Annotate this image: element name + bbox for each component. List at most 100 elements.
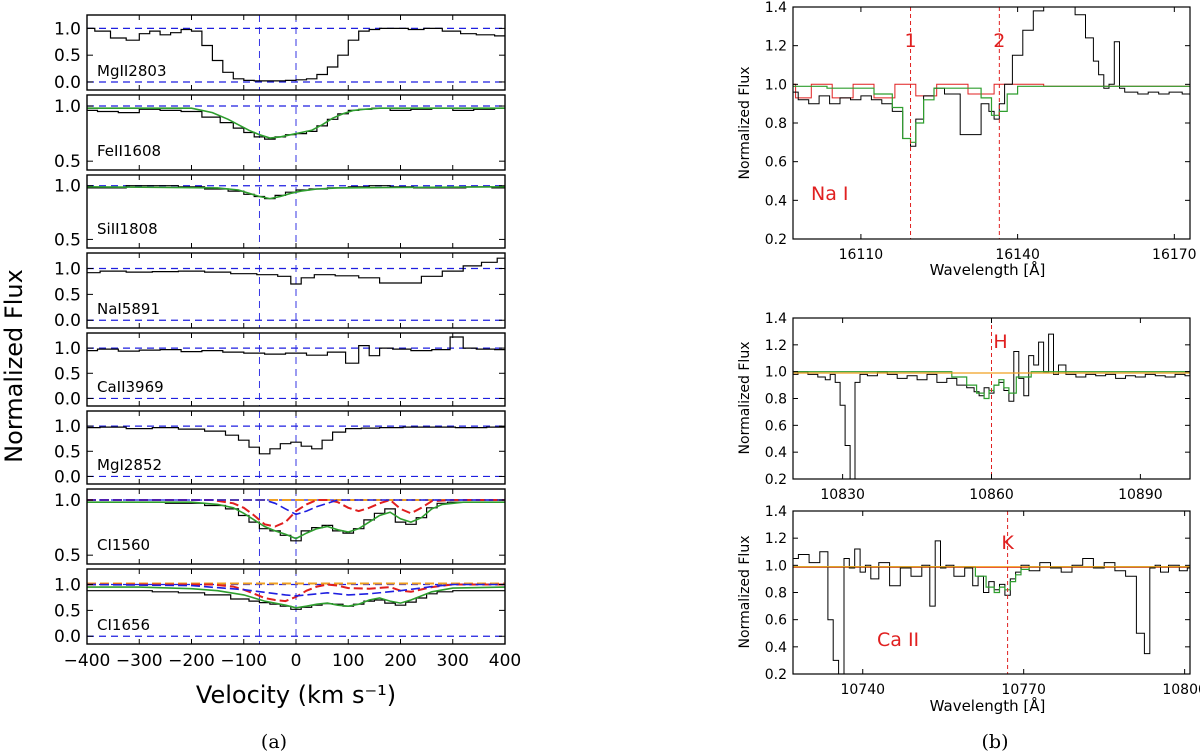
panel-label: MgI2852 bbox=[97, 456, 162, 474]
series-observed-flux bbox=[793, 7, 1190, 147]
panel-label: SiII1808 bbox=[97, 220, 158, 238]
y-tick-label: 1.0 bbox=[54, 491, 81, 511]
y-tick-label: 0.5 bbox=[54, 546, 81, 566]
caption-b: (b) bbox=[982, 731, 1009, 753]
panel-label: NaI5891 bbox=[97, 300, 160, 318]
x-axis-label: Wavelength [Å] bbox=[930, 696, 1046, 715]
x-tick-label: 10740 bbox=[840, 682, 885, 698]
panel-plot-area bbox=[87, 95, 505, 170]
y-tick-label: 0.0 bbox=[54, 627, 81, 647]
series-observed-flux bbox=[87, 257, 505, 285]
series-model-fit bbox=[793, 371, 1190, 400]
x-tick-label: 100 bbox=[332, 651, 364, 671]
series-component-red bbox=[87, 583, 505, 603]
panel-label: CI1560 bbox=[97, 536, 150, 554]
y-tick-label: 1.0 bbox=[54, 260, 81, 280]
series-observed-flux bbox=[87, 336, 505, 364]
y-tick-label: 0.4 bbox=[765, 640, 787, 656]
y-tick-label: 0.8 bbox=[765, 392, 787, 408]
y-tick-label: 1.4 bbox=[765, 311, 787, 327]
y-tick-label: 0.2 bbox=[765, 472, 787, 488]
panel-label: CI1656 bbox=[97, 616, 150, 634]
panel-label: MgII2803 bbox=[97, 62, 167, 80]
x-tick-label: 10800 bbox=[1162, 682, 1200, 698]
series-model-fit bbox=[87, 107, 505, 139]
y-tick-label: 1.0 bbox=[54, 97, 81, 117]
panel-plot-area bbox=[793, 7, 1190, 239]
series-component-blue bbox=[87, 583, 505, 597]
caption-a: (a) bbox=[261, 731, 287, 753]
y-tick-label: 0.8 bbox=[765, 586, 787, 602]
y-tick-label: 1.2 bbox=[765, 338, 787, 354]
y-tick-label: 0.2 bbox=[765, 667, 787, 683]
panel-frame bbox=[792, 510, 1191, 675]
y-tick-label: 0.2 bbox=[765, 232, 787, 248]
series-observed-flux bbox=[87, 426, 505, 455]
line-marker-label: K bbox=[1001, 532, 1014, 554]
species-label: Na I bbox=[811, 183, 849, 205]
y-tick-label: 1.0 bbox=[765, 77, 787, 93]
x-tick-label: 16140 bbox=[995, 247, 1040, 263]
y-tick-label: 0.6 bbox=[765, 418, 787, 434]
y-tick-label: 0.4 bbox=[765, 445, 787, 461]
panel-label: CaII3969 bbox=[97, 378, 164, 396]
series-observed-flux bbox=[793, 540, 1190, 674]
panel-mgi2852: 0.0 0.5 1.0 MgI2852 bbox=[54, 410, 506, 487]
panel-plot-area bbox=[87, 333, 505, 406]
x-axis-label: Velocity (km s⁻¹) bbox=[196, 681, 396, 709]
y-axis-label: Normalized Flux bbox=[737, 342, 753, 455]
y-tick-label: 1.0 bbox=[54, 177, 81, 197]
y-tick-label: 0.5 bbox=[54, 152, 81, 172]
panel-plot-area bbox=[87, 253, 505, 328]
y-tick-label: 0.6 bbox=[765, 155, 787, 171]
y-tick-label: 0.0 bbox=[54, 73, 81, 93]
panel-nai5891: 0.0 0.5 1.0 NaI5891 bbox=[54, 252, 506, 331]
series-model-fit bbox=[87, 501, 505, 540]
x-tick-label: 200 bbox=[384, 651, 416, 671]
panel-plot-area bbox=[793, 318, 1190, 479]
y-tick-label: 1.0 bbox=[765, 365, 787, 381]
series-model-fit bbox=[87, 586, 505, 609]
y-tick-label: 1.0 bbox=[54, 339, 81, 359]
y-tick-label: 1.0 bbox=[54, 417, 81, 437]
y-axis-label: Normalized Flux bbox=[737, 536, 753, 649]
y-tick-label: 1.0 bbox=[765, 558, 787, 574]
y-tick-label: 1.4 bbox=[765, 504, 787, 520]
panel-plot-area bbox=[87, 15, 505, 90]
line-marker-label: 1 bbox=[904, 30, 916, 52]
x-tick-label: 0 bbox=[291, 651, 302, 671]
y-tick-label: 1.0 bbox=[54, 19, 81, 39]
figure-b: 1 2 0.2 0.4 0.6 0.8 1.0 1.2 1.4 16110 16140 16170 Na… bbox=[737, 0, 1200, 715]
x-tick-label: 10860 bbox=[969, 487, 1014, 503]
spectrum-panel-b-caii: K 0.2 0.4 0.6 0.8 1.0 1.2 1.4 10740 10770 10800 Ca … bbox=[737, 504, 1200, 715]
x-tick-label: −100 bbox=[220, 651, 267, 671]
x-tick-label: 300 bbox=[437, 651, 469, 671]
series-model-fit bbox=[793, 85, 1190, 143]
species-label: Ca II bbox=[877, 629, 919, 651]
y-tick-label: 0.5 bbox=[54, 230, 81, 250]
y-axis-label: Normalized Flux bbox=[0, 269, 28, 463]
y-tick-label: 0.4 bbox=[765, 193, 787, 209]
figure-a: 0.0 0.5 1.0 MgII2803 0.5 1.0 FeII1608 0.5 1.0 SiI… bbox=[0, 14, 521, 709]
panel-mgii2803: 0.0 0.5 1.0 MgII2803 bbox=[54, 14, 506, 93]
x-tick-label: −300 bbox=[116, 651, 163, 671]
y-tick-label: 0.5 bbox=[54, 442, 81, 462]
y-tick-label: 0.0 bbox=[54, 389, 81, 409]
spectrum-panel-b-h: H 0.2 0.4 0.6 0.8 1.0 1.2 1.4 10830 10860 10890 Nor… bbox=[737, 311, 1191, 503]
y-tick-label: 0.0 bbox=[54, 467, 81, 487]
series-component-blue bbox=[87, 499, 505, 516]
y-tick-label: 0.5 bbox=[54, 601, 81, 621]
y-tick-label: 0.8 bbox=[765, 116, 787, 132]
y-tick-label: 0.5 bbox=[54, 364, 81, 384]
panel-ci1656: 0.0 0.5 1.0 CI1656 −400 −300 −200 −100 0 100 200 30… bbox=[54, 568, 521, 671]
line-marker-label: H bbox=[993, 331, 1007, 353]
y-tick-label: 1.2 bbox=[765, 531, 787, 547]
y-tick-label: 1.2 bbox=[765, 39, 787, 55]
y-tick-label: 0.5 bbox=[54, 46, 81, 66]
panel-caii3969: 0.0 0.5 1.0 CaII3969 bbox=[54, 332, 506, 409]
panel-plot-area bbox=[87, 569, 505, 644]
y-tick-label: 1.4 bbox=[765, 0, 787, 16]
panel-plot-area bbox=[87, 411, 505, 484]
spectrum-panel-b-nai: 1 2 0.2 0.4 0.6 0.8 1.0 1.2 1.4 16110 16140 16170 Na… bbox=[737, 0, 1197, 279]
y-tick-label: 1.0 bbox=[54, 576, 81, 596]
